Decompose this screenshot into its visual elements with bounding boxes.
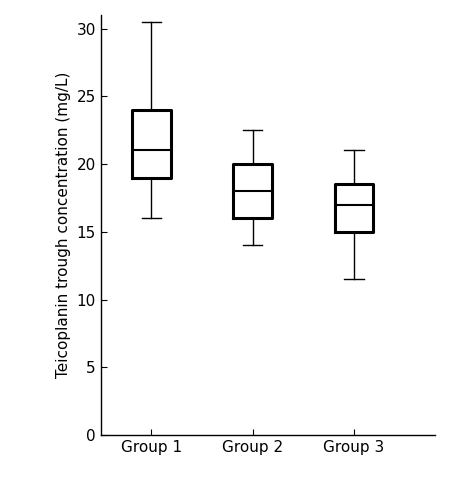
Y-axis label: Teicoplanin trough concentration (mg/L): Teicoplanin trough concentration (mg/L) bbox=[56, 72, 71, 378]
